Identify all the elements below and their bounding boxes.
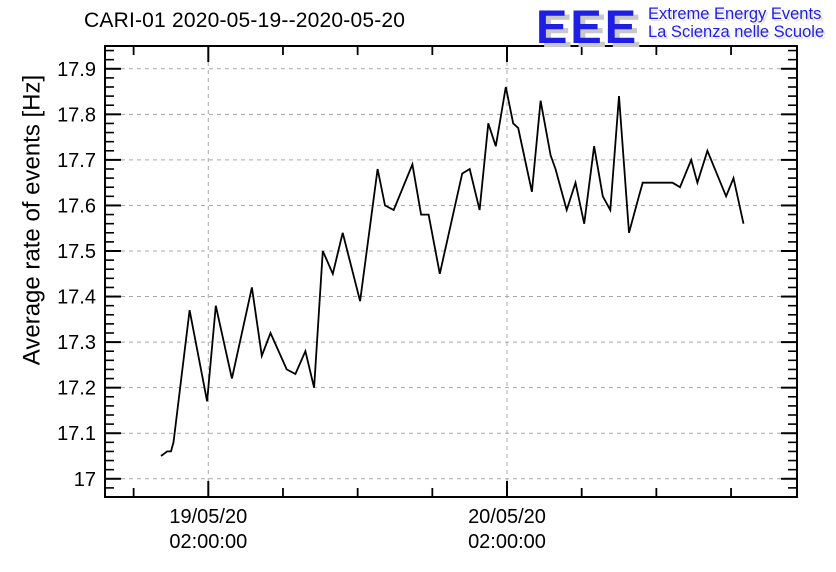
y-tick-label: 17 [74, 469, 96, 491]
eee-logo-line1: Extreme Energy Events [648, 5, 822, 23]
y-tick-label: 17.3 [57, 332, 96, 354]
y-tick-label: 17.9 [57, 59, 96, 81]
x-tick-label-time: 02:00:00 [468, 531, 546, 553]
y-tick-label: 17.8 [57, 104, 96, 126]
eee-logo-line2: La Scienza nelle Scuole [648, 23, 825, 41]
y-tick-label: 17.7 [57, 150, 96, 172]
y-tick-label: 17.5 [57, 241, 96, 263]
y-tick-label: 17.2 [57, 378, 96, 400]
y-axis-title: Average rate of events [Hz] [18, 74, 46, 366]
chart-frame [104, 45, 798, 498]
x-tick-label-time: 02:00:00 [169, 531, 247, 553]
x-tick-label-date: 20/05/20 [468, 506, 546, 528]
y-tick-label: 17.6 [57, 195, 96, 217]
x-tick-label-date: 19/05/20 [169, 506, 247, 528]
y-tick-label: 17.1 [57, 423, 96, 445]
eee-logo-acronym: EEE [536, 0, 640, 53]
chart-title: CARI-01 2020-05-19--2020-05-20 [84, 9, 406, 32]
eee-logo-text: Extreme Energy Events La Scienza nelle S… [648, 5, 824, 41]
rate-data-line [160, 86, 745, 457]
y-tick-label: 17.4 [57, 287, 96, 309]
